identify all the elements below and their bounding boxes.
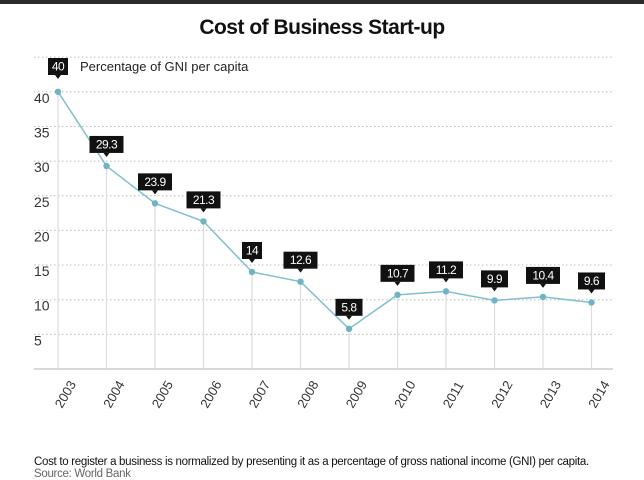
x-tick-label: 2010 [391,378,418,411]
y-axis: 5 10 15 20 25 30 35 40 [34,90,50,349]
x-tick-label: 2006 [197,378,224,411]
y-tick-label: 20 [34,228,50,244]
x-tick-label: 2007 [246,378,273,411]
stems [57,91,593,369]
data-label: 11.2 [429,261,463,283]
data-label-pointer [297,268,304,273]
data-point [588,299,595,306]
x-axis: 2003 2004 2005 2006 2007 2008 2009 2010 2011 2012… [52,378,613,411]
data-label-text: 14 [246,243,259,257]
y-tick-label: 30 [34,159,50,175]
data-label-pointer [540,283,546,288]
data-point [54,88,62,96]
data-label-bg [380,264,415,282]
data-label-text: 9.9 [487,272,503,286]
data-label-pointer [103,152,110,157]
data-label: 12.6 [283,251,318,273]
series-line [57,91,592,330]
data-label-pointer [394,281,401,286]
footnote: Cost to register a business is normalize… [34,456,589,468]
data-label-text: 10.4 [532,268,554,282]
data-label-bg [138,173,172,191]
y-tick-label: 15 [34,263,50,279]
y-tick-label: 25 [34,194,50,210]
data-label-bg [335,298,363,316]
data-label-pointer [200,208,207,213]
x-tick-label: 2012 [488,378,515,411]
data-label: 29.3 [89,135,124,157]
x-tick-label: 2005 [149,378,176,411]
data-label-pointer [152,190,158,195]
data-label-bg [526,266,560,284]
data-label-bg [283,251,318,269]
data-label-text: 21.3 [193,193,215,207]
x-tick-label: 2014 [585,378,612,411]
data-label-text: 9.6 [584,274,600,288]
top-bar [0,0,644,4]
data-label-bg [481,270,508,288]
data-label-text: 12.6 [290,253,312,267]
data-label-bg [186,191,221,209]
data-label-pointer [443,278,449,283]
data-label: 14 [242,241,262,263]
x-tick-label: 2004 [100,378,127,411]
unit-badge-text: 40 [52,60,65,74]
data-label-pointer [588,289,595,294]
data-label: 5.8 [335,298,363,320]
data-label: 9.6 [578,272,605,294]
x-tick-label: 2003 [52,378,79,411]
unit-label: Percentage of GNI per capita [80,59,249,74]
unit-badge-bg [48,58,68,75]
data-label-text: 10.7 [387,266,409,280]
y-tick-label: 5 [34,332,42,348]
data-point [103,162,110,170]
data-point [491,297,498,304]
x-tick-label: 2008 [294,378,321,411]
data-point [151,200,159,207]
data-point [539,293,547,301]
data-label-bg [89,135,124,153]
data-label-pointer [249,258,255,263]
data-labels: 29.3 23.9 21.3 14 12.6 5.8 10.7 11.2 9.9 10.4 9.6 [89,135,605,320]
data-label-pointer [491,287,498,292]
unit-legend: 40 Percentage of GNI per capita [48,58,249,79]
unit-badge-pointer [55,75,61,79]
y-tick-label: 40 [34,90,50,106]
grid-lines [34,56,613,370]
data-label-bg [578,272,605,290]
data-point [394,291,401,299]
source-note: Source: World Bank [34,468,131,480]
y-tick-label: 35 [34,124,50,140]
data-point [200,218,207,225]
data-label-bg [429,261,463,279]
data-point [345,325,353,333]
data-label: 10.4 [526,266,560,288]
data-point [442,288,450,295]
data-label: 23.9 [138,173,172,195]
x-tick-label: 2011 [440,379,467,411]
data-label-pointer [346,315,352,320]
x-tick-label: 2013 [537,378,564,411]
data-label-bg [242,241,262,259]
data-label-text: 11.2 [436,263,457,277]
data-label-text: 23.9 [144,175,166,189]
x-tick-label: 2009 [343,378,370,411]
data-label: 9.9 [481,270,508,292]
data-point [297,278,304,285]
chart-title: Cost of Business Start-up [199,16,445,39]
data-label-text: 5.8 [341,300,357,314]
markers [54,88,595,333]
data-label-text: 29.3 [96,137,118,151]
y-tick-label: 10 [34,298,50,314]
data-point [248,268,256,276]
data-label: 10.7 [380,264,415,286]
data-label: 21.3 [186,191,221,213]
